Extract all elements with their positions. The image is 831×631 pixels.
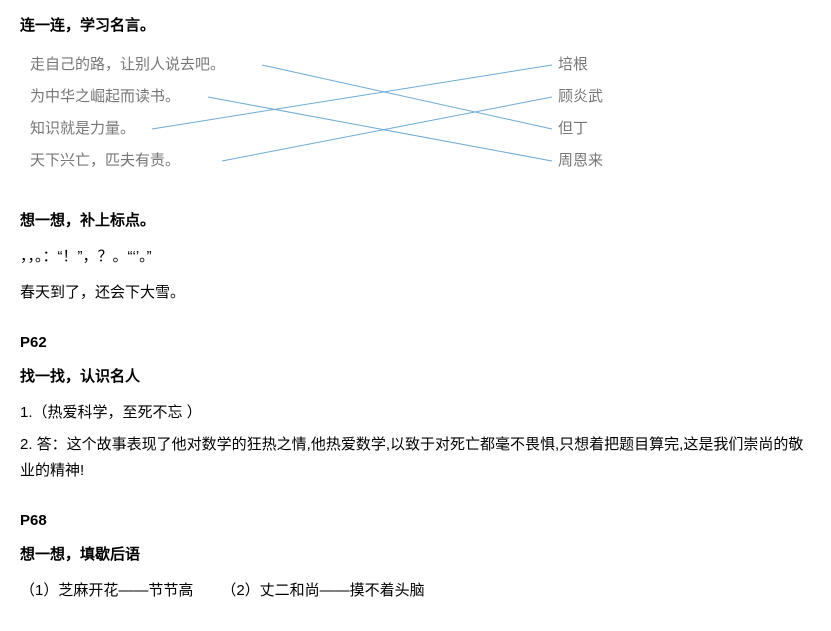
section3-heading: 找一找，认识名人	[20, 365, 811, 386]
left-item-1: 走自己的路，让别人说去吧。	[30, 49, 225, 81]
right-item-4: 周恩来	[558, 145, 603, 177]
matching-diagram: 走自己的路，让别人说去吧。 为中华之崛起而读书。 知识就是力量。 天下兴亡，匹夫…	[20, 49, 811, 179]
answer-1: 1.（热爱科学，至死不忘 ）	[20, 400, 811, 426]
right-item-3: 但丁	[558, 113, 603, 145]
page-ref-68: P68	[20, 512, 811, 529]
left-column: 走自己的路，让别人说去吧。 为中华之崛起而读书。 知识就是力量。 天下兴亡，匹夫…	[30, 49, 225, 177]
right-item-1: 培根	[558, 49, 603, 81]
section4-heading: 想一想，填歇后语	[20, 543, 811, 564]
section1-heading: 连一连，学习名言。	[20, 14, 811, 35]
left-item-3: 知识就是力量。	[30, 113, 225, 145]
page-ref-62: P62	[20, 334, 811, 351]
right-item-2: 顾炎武	[558, 81, 603, 113]
punctuation-answer: ，，。：“！”，？。“‘’。”	[20, 244, 811, 270]
left-item-2: 为中华之崛起而读书。	[30, 81, 225, 113]
right-column: 培根 顾炎武 但丁 周恩来	[558, 49, 603, 177]
sentence-text: 春天到了，还会下大雪。	[20, 280, 811, 306]
section2-heading: 想一想，补上标点。	[20, 209, 811, 230]
left-item-4: 天下兴亡，匹夫有责。	[30, 145, 225, 177]
answer-2: 2. 答：这个故事表现了他对数学的狂热之情,他热爱数学,以致于对死亡都毫不畏惧,…	[20, 432, 811, 484]
idiom-2: （2）丈二和尚——摸不着头脑	[221, 582, 424, 599]
idiom-1: （1）芝麻开花——节节高	[20, 582, 193, 599]
idiom-row: （1）芝麻开花——节节高 （2）丈二和尚——摸不着头脑	[20, 578, 811, 604]
